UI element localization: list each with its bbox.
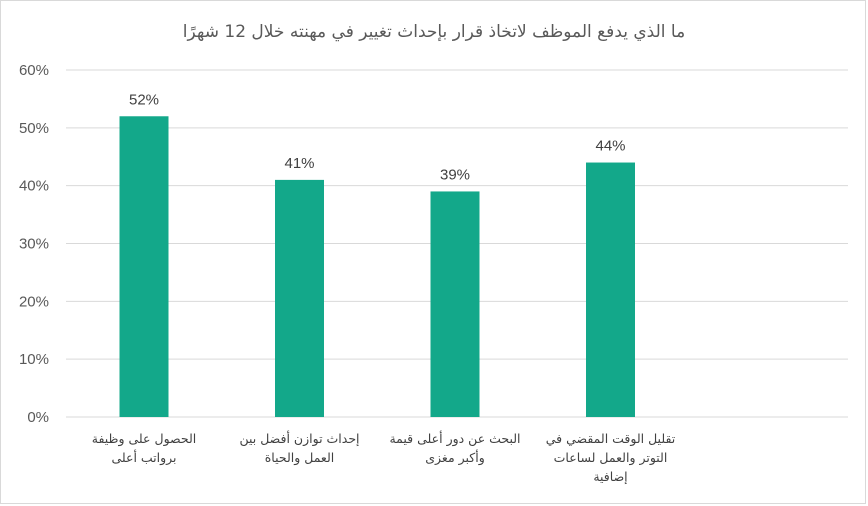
category-label: إحداث توازن أفضل بين العمل والحياة bbox=[239, 430, 359, 466]
data-label: 39% bbox=[440, 166, 470, 183]
bar bbox=[275, 179, 324, 417]
bar bbox=[586, 162, 635, 417]
y-tick-label: 60% bbox=[19, 62, 49, 79]
bar bbox=[430, 191, 480, 417]
y-tick-label: 0% bbox=[27, 409, 49, 426]
category-label: تقليل الوقت المقضي في التوتر والعمل لساعا… bbox=[546, 431, 676, 484]
chart-title: ما الذي يدفع الموظف لاتخاذ قرار بإحداث ت… bbox=[182, 22, 686, 42]
y-tick-label: 10% bbox=[19, 351, 49, 368]
data-labels: 52% 41% 39% 44% bbox=[129, 91, 626, 183]
category-label: البحث عن دور أعلى قيمة وأكبر مغزى bbox=[389, 430, 520, 466]
y-tick-label: 40% bbox=[19, 178, 49, 195]
data-label: 44% bbox=[595, 138, 625, 155]
data-label: 52% bbox=[129, 91, 159, 108]
bar bbox=[119, 116, 169, 418]
bars bbox=[119, 116, 635, 418]
y-tick-label: 30% bbox=[19, 236, 49, 253]
category-labels: الحصول على وظيفة برواتب أعلى إحداث توازن أ… bbox=[92, 430, 676, 484]
y-tick-label: 50% bbox=[19, 120, 49, 137]
y-axis-ticks: 0% 10% 20% 30% 40% 50% 60% bbox=[19, 62, 49, 426]
category-label: الحصول على وظيفة برواتب أعلى bbox=[92, 431, 196, 466]
data-label: 41% bbox=[284, 155, 314, 172]
y-tick-label: 20% bbox=[19, 293, 49, 310]
